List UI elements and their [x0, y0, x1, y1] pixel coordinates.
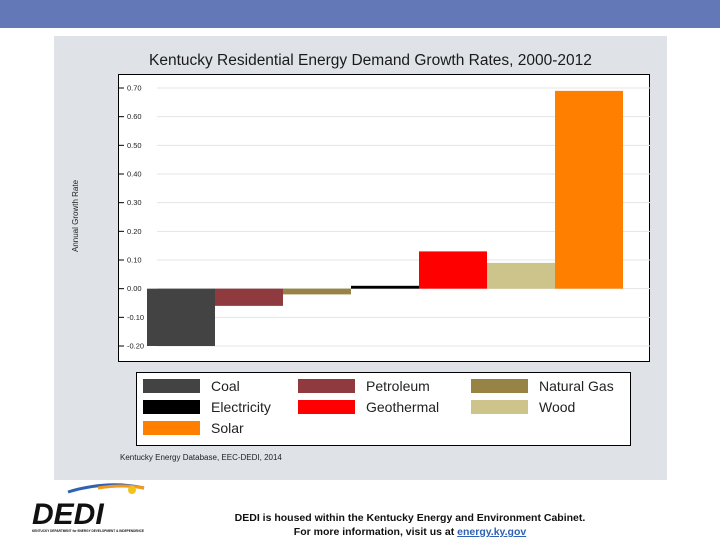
- legend-items: Coal Petroleum Natural Gas Electricity Geoth…: [143, 378, 614, 436]
- logo-subtitle: KENTUCKY DEPARTMENT for ENERGY DEVELOPME…: [32, 528, 144, 533]
- footer-line-1: DEDI is housed within the Kentucky Energ…: [234, 512, 586, 524]
- bar-petroleum: [215, 288, 283, 306]
- legend-label-geothermal: Geothermal: [366, 399, 439, 415]
- y-tick-label: -0.20: [127, 342, 144, 351]
- y-tick-label: 0.70: [127, 84, 142, 93]
- bar-chart: 0.70 0.60 0.50 0.40 0.30 0.20 0.10 0.00 -0.10 -0.…: [119, 84, 650, 351]
- bar-coal: [147, 288, 215, 346]
- legend-swatch-petroleum: [298, 379, 355, 393]
- energy-link[interactable]: energy.ky.gov: [457, 526, 527, 538]
- y-tick-label: 0.40: [127, 170, 142, 179]
- legend-swatch-electricity: [143, 400, 200, 414]
- legend-swatch-geothermal: [298, 400, 355, 414]
- dedi-logo: DEDI KENTUCKY DEPARTMENT for ENERGY DEVE…: [28, 482, 148, 538]
- footer-line-2-prefix: For more information, visit us at: [293, 526, 458, 538]
- bar-electricity: [351, 285, 419, 289]
- chart-panel: Kentucky Residential Energy Demand Growt…: [54, 36, 667, 480]
- y-tick-label: 0.10: [127, 256, 142, 265]
- footer-text: DEDI is housed within the Kentucky Energ…: [210, 511, 610, 539]
- legend-label-natural-gas: Natural Gas: [539, 378, 614, 394]
- legend-swatch-wood: [471, 400, 528, 414]
- chart-source: Kentucky Energy Database, EEC-DEDI, 2014: [120, 453, 282, 462]
- y-tick-label: 0.60: [127, 112, 142, 121]
- logo-text: DEDI: [32, 498, 104, 531]
- y-tick-label: 0.30: [127, 198, 142, 207]
- legend-swatch-coal: [143, 379, 200, 393]
- y-axis-label: Annual Growth Rate: [71, 179, 80, 252]
- footer-line-2: For more information, visit us at energy…: [210, 525, 610, 539]
- bar-wood: [487, 262, 555, 289]
- bar-geothermal: [419, 251, 487, 289]
- y-tick-label: 0.50: [127, 141, 142, 150]
- plot-area: 0.70 0.60 0.50 0.40 0.30 0.20 0.10 0.00 -0.10 -0.…: [118, 74, 650, 362]
- y-tick-label: -0.10: [127, 313, 144, 322]
- legend-swatch-natural-gas: [471, 379, 528, 393]
- bar-solar: [555, 90, 623, 289]
- y-axis-label-container: Annual Growth Rate: [71, 179, 80, 252]
- chart-title: Kentucky Residential Energy Demand Growt…: [149, 52, 592, 69]
- header-bar: [0, 0, 720, 28]
- legend-label-electricity: Electricity: [211, 399, 271, 415]
- bar-natural-gas: [283, 288, 351, 295]
- legend-label-solar: Solar: [211, 420, 244, 436]
- legend-label-wood: Wood: [539, 399, 575, 415]
- legend-swatch-solar: [143, 421, 200, 435]
- legend-label-coal: Coal: [211, 378, 240, 394]
- y-tick-label: 0.00: [127, 284, 142, 293]
- y-tick-label: 0.20: [127, 227, 142, 236]
- legend-label-petroleum: Petroleum: [366, 378, 430, 394]
- chart-legend: Coal Petroleum Natural Gas Electricity Geoth…: [136, 372, 631, 446]
